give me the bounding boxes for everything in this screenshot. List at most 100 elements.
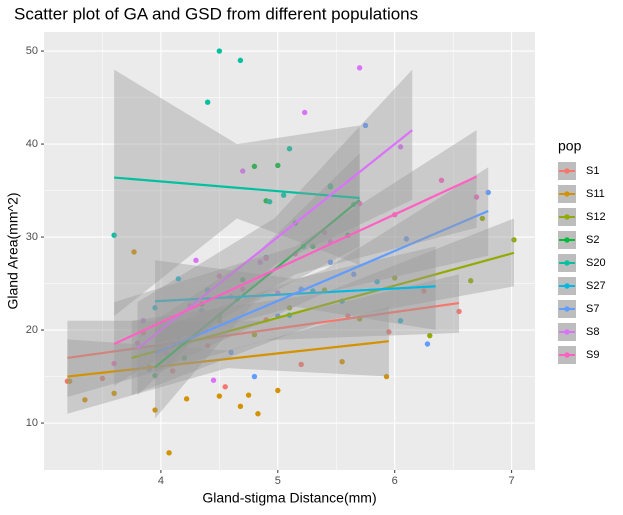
point xyxy=(175,334,182,341)
legend-item: S20 xyxy=(558,254,606,272)
legend-title: pop xyxy=(558,138,582,154)
confidence-band xyxy=(131,218,514,396)
point xyxy=(339,358,345,365)
point xyxy=(204,343,211,349)
legend-item: S2 xyxy=(558,231,599,249)
point xyxy=(427,332,433,339)
legend-label: S20 xyxy=(586,257,606,269)
point xyxy=(216,273,223,279)
x-tick-label: 5 xyxy=(275,475,281,487)
point xyxy=(240,277,246,283)
legend-dot xyxy=(564,329,570,335)
point xyxy=(240,286,246,292)
point xyxy=(169,368,176,374)
point xyxy=(255,411,261,417)
point xyxy=(403,236,410,242)
point xyxy=(111,360,117,367)
point xyxy=(362,122,369,129)
point xyxy=(199,307,205,314)
point xyxy=(82,397,88,403)
point xyxy=(152,407,158,413)
point xyxy=(310,243,316,250)
point xyxy=(286,146,293,152)
point xyxy=(397,144,404,150)
fit-line xyxy=(113,175,478,345)
point xyxy=(511,237,517,243)
legend-label: S27 xyxy=(586,280,606,292)
point xyxy=(456,308,462,315)
point xyxy=(473,194,480,200)
point xyxy=(421,288,427,294)
y-tick-label: 50 xyxy=(26,45,38,57)
legend-dot xyxy=(564,168,570,174)
point xyxy=(152,372,158,379)
legend-item: S11 xyxy=(558,185,605,203)
point xyxy=(438,177,445,184)
y-tick-label: 30 xyxy=(26,231,38,243)
point xyxy=(175,276,182,282)
point xyxy=(266,199,273,205)
legend-label: S2 xyxy=(586,234,599,246)
legend-label: S8 xyxy=(586,326,599,338)
point xyxy=(275,162,281,169)
legend-item: S8 xyxy=(558,323,599,341)
legend-label: S11 xyxy=(586,188,605,200)
legend-item: S7 xyxy=(558,300,599,318)
point xyxy=(485,189,491,196)
fit-line xyxy=(114,176,360,200)
point xyxy=(251,331,258,338)
point xyxy=(237,403,244,409)
point xyxy=(298,361,304,368)
point xyxy=(286,305,293,311)
point xyxy=(301,109,308,116)
point xyxy=(210,377,217,383)
fit-line xyxy=(154,210,489,355)
point xyxy=(216,393,223,399)
fit-line xyxy=(67,301,460,360)
x-axis-title: Gland-stigma Distance(mm) xyxy=(202,490,376,506)
point xyxy=(193,257,199,263)
point xyxy=(327,259,334,265)
legend-dot xyxy=(564,237,570,243)
confidence-band xyxy=(114,130,477,386)
point xyxy=(386,329,392,335)
point xyxy=(183,396,190,402)
chart-title: Scatter plot of GA and GSD from differen… xyxy=(14,4,418,23)
point xyxy=(111,232,117,238)
point xyxy=(134,340,141,346)
legend-label: S12 xyxy=(586,211,606,223)
legend-label: S9 xyxy=(586,349,599,361)
y-tick-label: 20 xyxy=(26,324,38,336)
point xyxy=(204,99,211,105)
point xyxy=(111,390,117,396)
point xyxy=(383,373,390,380)
y-tick-label: 10 xyxy=(26,417,38,429)
point xyxy=(251,373,258,380)
legend-dot xyxy=(564,283,570,289)
point xyxy=(216,48,223,54)
x-tick-label: 6 xyxy=(392,475,398,487)
point xyxy=(181,355,187,361)
point xyxy=(99,375,106,382)
legend-dot xyxy=(564,260,570,266)
point xyxy=(392,275,398,281)
point xyxy=(140,318,147,324)
legend-item: S27 xyxy=(558,277,606,295)
confidence-band xyxy=(155,153,360,419)
point xyxy=(216,318,223,324)
point xyxy=(131,249,137,255)
legend-label: S7 xyxy=(586,303,599,315)
point xyxy=(245,392,252,398)
point xyxy=(67,378,73,384)
point xyxy=(166,450,172,456)
point xyxy=(263,255,269,262)
point xyxy=(327,183,334,189)
point xyxy=(397,318,404,324)
point xyxy=(351,271,357,277)
point xyxy=(152,305,158,311)
confidence-band xyxy=(137,69,413,396)
y-tick-label: 40 xyxy=(26,138,38,150)
point xyxy=(251,163,258,170)
